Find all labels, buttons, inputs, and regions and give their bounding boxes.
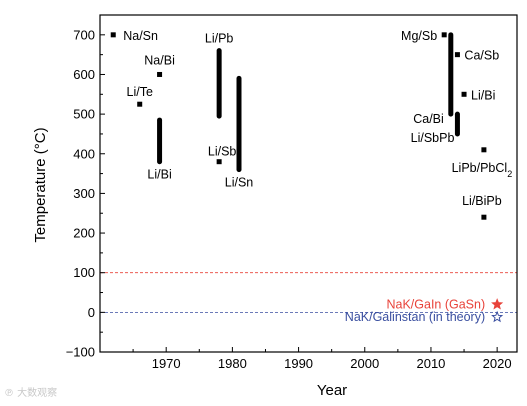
data-label: Ca/Bi — [413, 112, 444, 126]
watermark: ℗ 大数观察 — [4, 388, 58, 399]
data-label: Li/Sn — [225, 176, 254, 190]
data-label: Na/Sn — [123, 29, 158, 43]
data-label: LiPb/PbCl2 — [452, 161, 513, 179]
data-label: Na/Bi — [144, 53, 175, 67]
data-label: NaK/Galinstan (in theory) — [345, 310, 485, 324]
data-label: Li/BiPb — [462, 194, 502, 208]
x-tick-label: 2000 — [350, 356, 379, 371]
data-label: Mg/Sb — [401, 29, 437, 43]
plot-frame — [99, 14, 518, 353]
data-marks — [110, 32, 504, 323]
x-tick-label: 1980 — [218, 356, 247, 371]
x-tick-label: 1970 — [152, 356, 181, 371]
data-point — [441, 32, 447, 38]
data-point — [481, 147, 487, 153]
data-point — [461, 91, 467, 97]
data-label: NaK/GaIn (GaSn) — [386, 297, 485, 311]
data-label: Li/SbPb — [411, 131, 455, 145]
data-label: Ca/Sb — [464, 49, 499, 63]
data-point — [157, 71, 163, 77]
y-axis: −100 0 100 200 300 400 500 600 700 — [66, 27, 105, 360]
data-label: Li/Sb — [208, 145, 237, 159]
data-point — [454, 52, 460, 58]
data-point — [137, 101, 143, 107]
y-axis-title: Temperature (°C) — [32, 127, 49, 242]
data-label: Li/Bi — [471, 88, 495, 102]
data-point — [110, 32, 116, 38]
data-label: Li/Pb — [205, 32, 234, 46]
x-tick-label: 2010 — [416, 356, 445, 371]
plot-area-border — [99, 14, 518, 353]
data-label: Li/Te — [127, 85, 153, 99]
y-tick-label: 300 — [73, 186, 95, 201]
star-marker — [491, 298, 504, 310]
data-label: Li/Bi — [147, 168, 171, 182]
reference-lines — [100, 272, 517, 313]
y-tick-label: 500 — [73, 107, 95, 122]
data-labels: Na/Sn Na/Bi Li/Te Li/Sb Mg/Sb Ca/Sb Li/Bi LiPb/… — [123, 29, 512, 324]
x-axis: 1970 1980 1990 2000 2010 2020 — [132, 347, 512, 371]
x-tick-label: 1990 — [284, 356, 313, 371]
y-tick-label: 100 — [73, 265, 95, 280]
y-tick-label: 600 — [73, 67, 95, 82]
y-tick-label: 700 — [73, 27, 95, 42]
x-tick-label: 2020 — [483, 356, 512, 371]
y-tick-label: 400 — [73, 146, 95, 161]
y-tick-label: 200 — [73, 226, 95, 241]
y-tick-label: −100 — [66, 345, 95, 360]
x-axis-title: Year — [317, 382, 347, 399]
y-tick-label: 0 — [88, 305, 95, 320]
data-point — [481, 214, 487, 220]
star-marker — [491, 310, 504, 323]
data-point — [216, 159, 222, 165]
